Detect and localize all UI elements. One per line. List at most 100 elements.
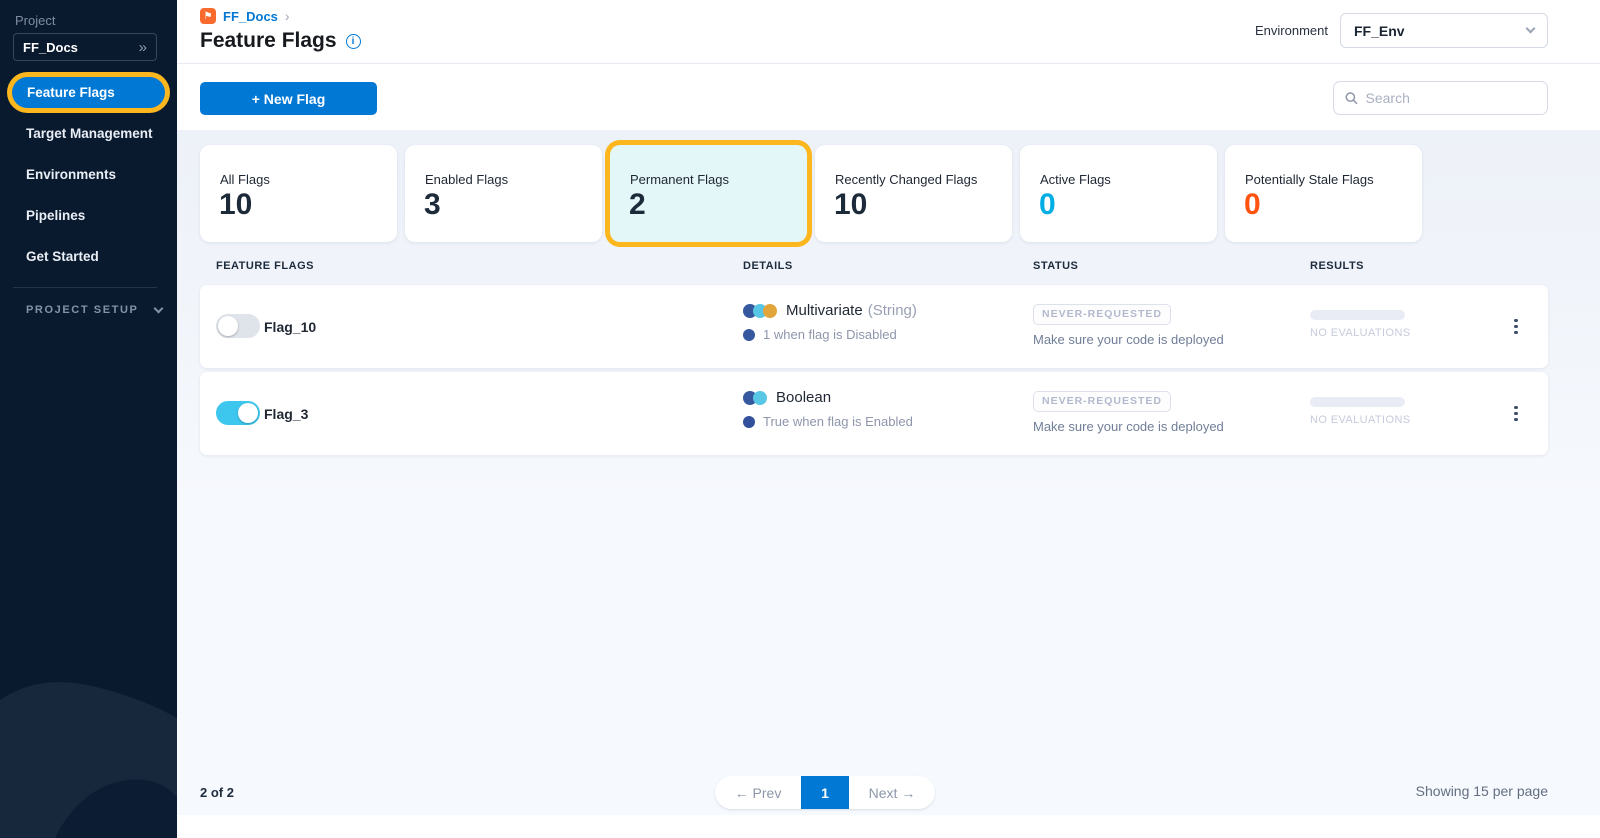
- sidebar-item-target-management[interactable]: Target Management: [26, 126, 153, 141]
- stat-label: Potentially Stale Flags: [1245, 172, 1374, 187]
- stat-card-permanent-flags[interactable]: Permanent Flags 2: [610, 145, 807, 242]
- evaluations-bar: [1310, 310, 1405, 320]
- bottom-strip: [177, 815, 1600, 838]
- page-1-button[interactable]: 1: [801, 776, 849, 809]
- feature-flags-product-icon: [200, 8, 216, 24]
- kebab-dot-icon: [1514, 324, 1518, 329]
- chevron-down-icon: [153, 303, 163, 313]
- environment-value: FF_Env: [1354, 22, 1405, 39]
- content-area: All Flags 10 Enabled Flags 3 Permanent Flags…: [177, 130, 1600, 815]
- flag-results: NO EVALUATIONS: [1310, 310, 1411, 339]
- status-badge: NEVER-REQUESTED: [1033, 304, 1172, 325]
- search-box[interactable]: [1333, 81, 1548, 115]
- stat-value: 10: [834, 188, 868, 221]
- flag-variation-text: True when flag is Enabled: [763, 414, 913, 429]
- table-row: Flag_3 Boolean True when flag is Enabled NE…: [200, 372, 1548, 455]
- stat-card-active-flags[interactable]: Active Flags 0: [1020, 145, 1217, 242]
- sidebar-item-environments[interactable]: Environments: [26, 167, 117, 182]
- evaluations-label: NO EVALUATIONS: [1310, 327, 1411, 339]
- stat-card-recently-changed-flags[interactable]: Recently Changed Flags 10: [815, 145, 1012, 242]
- search-icon: [1345, 92, 1358, 105]
- row-menu-button[interactable]: [1505, 285, 1527, 368]
- evaluations-bar: [1310, 397, 1405, 407]
- variation-dot-icon: [743, 415, 755, 428]
- flag-details: Boolean True when flag is Enabled: [743, 389, 913, 429]
- sidebar-decoration: [0, 682, 177, 838]
- page-header: FF_Docs › Feature Flags Environment FF_E…: [177, 0, 1600, 64]
- column-header-details: DETAILS: [743, 260, 793, 272]
- sidebar-item-get-started[interactable]: Get Started: [26, 249, 99, 264]
- toggle-knob: [238, 403, 258, 423]
- breadcrumb-chevron-icon: ›: [284, 8, 290, 24]
- kebab-dot-icon: [1514, 411, 1518, 416]
- flag-name: Flag_3: [264, 405, 309, 422]
- flag-toggle[interactable]: [216, 314, 260, 338]
- stat-value: 0: [1244, 188, 1261, 221]
- breadcrumb-project-link[interactable]: FF_Docs: [223, 8, 278, 24]
- stat-value: 0: [1039, 188, 1056, 221]
- environment-picker: Environment FF_Env: [1255, 13, 1548, 48]
- column-header-feature-flags: FEATURE FLAGS: [216, 260, 314, 272]
- pagination: ← Prev 1 Next →: [715, 776, 935, 809]
- variation-dot-icon: [743, 328, 755, 341]
- project-selector[interactable]: FF_Docs »: [13, 33, 157, 61]
- prev-page-button[interactable]: ← Prev: [734, 784, 782, 801]
- stat-label: Permanent Flags: [630, 172, 729, 187]
- sidebar: Project FF_Docs » Feature Flags Target Ma…: [0, 0, 177, 838]
- sidebar-item-project-setup[interactable]: PROJECT SETUP: [26, 303, 163, 316]
- stat-label: Recently Changed Flags: [835, 172, 978, 187]
- search-input[interactable]: [1365, 90, 1536, 106]
- next-page-button[interactable]: Next →: [868, 784, 916, 801]
- status-description: Make sure your code is deployed: [1033, 332, 1224, 347]
- flag-type-detail: (String): [867, 302, 917, 319]
- page-title-text: Feature Flags: [200, 29, 337, 52]
- flag-variation-line: True when flag is Enabled: [743, 414, 913, 429]
- project-name: FF_Docs: [23, 39, 78, 55]
- environment-label: Environment: [1255, 23, 1328, 38]
- expand-sidebar-icon[interactable]: »: [138, 38, 147, 56]
- sidebar-item-feature-flags[interactable]: Feature Flags: [12, 77, 165, 108]
- flag-toggle[interactable]: [216, 401, 260, 425]
- flag-type-line: Boolean: [743, 389, 913, 406]
- result-count: 2 of 2: [200, 785, 234, 800]
- sidebar-divider: [13, 287, 157, 288]
- per-page-text: Showing 15 per page: [1415, 783, 1548, 799]
- kebab-dot-icon: [1514, 330, 1518, 335]
- chevron-down-icon: [1525, 23, 1536, 34]
- row-menu-button[interactable]: [1505, 372, 1527, 455]
- evaluations-label: NO EVALUATIONS: [1310, 414, 1411, 426]
- flag-results: NO EVALUATIONS: [1310, 397, 1411, 426]
- new-flag-button[interactable]: + New Flag: [200, 82, 377, 115]
- flag-type: Boolean: [776, 389, 832, 406]
- kebab-dot-icon: [1514, 417, 1518, 422]
- flag-variation-line: 1 when flag is Disabled: [743, 327, 917, 342]
- stat-label: Enabled Flags: [425, 172, 509, 187]
- info-icon[interactable]: [345, 33, 361, 49]
- project-label: Project: [15, 13, 56, 28]
- flag-name: Flag_10: [264, 318, 317, 335]
- flag-status: NEVER-REQUESTED Make sure your code is de…: [1033, 391, 1224, 434]
- project-setup-label: PROJECT SETUP: [26, 304, 139, 316]
- stat-value: 2: [629, 188, 646, 221]
- toolbar: + New Flag: [177, 65, 1600, 130]
- sidebar-item-pipelines[interactable]: Pipelines: [26, 208, 86, 223]
- stat-value: 10: [219, 188, 253, 221]
- page-title: Feature Flags: [200, 29, 361, 53]
- flag-variation-text: 1 when flag is Disabled: [763, 327, 897, 342]
- column-header-status: STATUS: [1033, 260, 1079, 272]
- main-area: FF_Docs › Feature Flags Environment FF_E…: [177, 0, 1600, 838]
- environment-select[interactable]: FF_Env: [1340, 13, 1548, 48]
- stat-card-enabled-flags[interactable]: Enabled Flags 3: [405, 145, 602, 242]
- kebab-dot-icon: [1514, 318, 1518, 323]
- column-header-results: RESULTS: [1310, 260, 1365, 272]
- toggle-knob: [218, 316, 238, 336]
- stat-card-all-flags[interactable]: All Flags 10: [200, 145, 397, 242]
- stat-card-potentially-stale-flags[interactable]: Potentially Stale Flags 0: [1225, 145, 1422, 242]
- variation-dot-icon: [763, 303, 777, 318]
- stat-label: All Flags: [220, 172, 270, 187]
- kebab-dot-icon: [1514, 405, 1518, 410]
- flag-status: NEVER-REQUESTED Make sure your code is de…: [1033, 304, 1224, 347]
- flag-type-line: Multivariate (String): [743, 302, 917, 319]
- stat-value: 3: [424, 188, 441, 221]
- breadcrumb: FF_Docs ›: [200, 8, 290, 24]
